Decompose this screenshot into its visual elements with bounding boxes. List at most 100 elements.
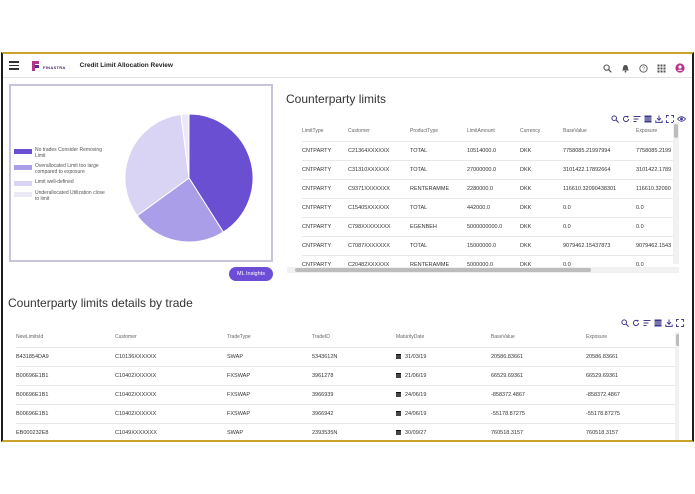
user-avatar-icon[interactable] [675,60,685,73]
pie-slice[interactable] [136,177,224,243]
column-header[interactable]: TradeID [312,334,330,341]
table-row[interactable]: CNTPARTY C20482XXXXXX RENTERAMME 5000000.0 D… [302,254,679,274]
column-header[interactable]: Customer [115,334,137,341]
legend-item[interactable]: Overallocated Limit too large compared t… [14,163,106,175]
table-cell: SWAP [227,346,312,366]
scrollbar-thumb[interactable] [676,334,679,346]
filter-icon[interactable] [643,314,651,326]
table-cell: 0.0 [563,197,636,217]
refresh-icon[interactable] [632,314,640,327]
table-cell: 21/06/19 [396,365,491,385]
vertical-scrollbar[interactable] [675,332,679,440]
table-cell: C10136XXXXXX [115,346,227,366]
scrollbar-thumb[interactable] [295,268,591,272]
column-header[interactable]: LimitAmount [467,128,495,135]
table-cell: 5343612N [312,346,396,366]
table-row[interactable]: B431854DA9 C10136XXXXXX SWAP 5343612N 31/03/… [16,346,676,366]
legend-item[interactable]: Limit well-defined [14,179,106,187]
ml-insights-button[interactable]: ML Insights [229,267,273,281]
table-cell: 15000000.0 [467,235,520,255]
column-header[interactable]: LimitType [302,128,324,135]
scrollbar-thumb[interactable] [674,124,678,138]
table-cell: 0.0 [636,197,679,217]
calendar-icon [396,429,401,435]
fullscreen-icon[interactable] [666,110,674,123]
eye-icon[interactable] [676,110,687,122]
calendar-icon [396,410,401,416]
column-header[interactable]: MaturityDate [396,334,425,341]
table-cell: 2393535N [312,422,396,440]
pie-slice[interactable] [124,113,190,217]
trade-details-table: NewLimitsId Customer TradeType TradeID M… [16,328,676,440]
legend-label: Overallocated Limit too large compared t… [35,163,99,175]
search-icon[interactable] [611,110,619,123]
table-row[interactable]: CNTPARTY C798XXXXXXXX EGENBEH 5000000000.0 D… [302,216,679,236]
search-icon[interactable] [621,314,629,327]
trade-details-table-wrapper: NewLimitsId Customer TradeType TradeID M… [9,328,679,440]
help-icon[interactable]: ? [639,60,648,73]
column-header[interactable]: Currency [520,128,541,135]
fullscreen-icon[interactable] [676,314,684,327]
logo: FINASTRA [31,60,66,72]
table-cell: 24/06/19 [396,384,491,404]
trade-details-title: Counterparty limits details by trade [8,296,193,310]
bell-icon[interactable] [621,60,630,73]
table-cell: FXSWAP [227,403,312,423]
table-cell: 20586.83661 [491,346,586,366]
table-cell: 2280000.0 [467,178,520,198]
finastra-logo-icon [32,60,39,71]
table-cell: 760518.3157 [491,422,586,440]
legend-item[interactable]: Underallocated Utilization close to limi… [14,191,106,202]
table-row[interactable]: CNTPARTY C15405XXXXXX TOTAL 442000.0 DKK 0.0 0… [302,197,679,217]
column-header[interactable]: BaseValue [491,334,515,341]
table-cell: CNTPARTY [302,216,348,236]
table-row[interactable]: CNTPARTY C21364XXXXXX TOTAL 10514000.0 DKK 77… [302,140,679,160]
table-row[interactable]: CNTPARTY C9371XXXXXXX RENTERAMME 2280000.0 D… [302,178,679,198]
table-cell: 116610.32090 [636,178,679,198]
table-cell: DKK [520,178,563,198]
table-cell: C15405XXXXXX [348,197,410,217]
table-header-row: LimitType Customer ProductType LimitAmou… [302,122,679,141]
counterparty-limits-title: Counterparty limits [286,92,387,106]
table-row[interactable]: EB000232E8 C1049XXXXXXX SWAP 2393535N 30/09/… [16,422,676,440]
column-header[interactable]: ProductType [410,128,439,135]
horizontal-scrollbar[interactable] [287,267,679,273]
vertical-scrollbar[interactable] [673,122,679,264]
legend-label: Limit well-defined [35,179,74,186]
table-cell: C21364XXXXXX [348,140,410,160]
download-icon[interactable] [655,110,663,123]
table-row[interactable]: B00696E1B1 C10402XXXXXX FXSWAP 3966939 24/06… [16,384,676,404]
column-header[interactable]: Customer [348,128,370,135]
columns-icon[interactable] [644,110,652,123]
table-row[interactable]: B00696E1B1 C10402XXXXXX FXSWAP 3961278 21/06… [16,365,676,385]
table-cell: B431854DA9 [16,346,115,366]
trades-toolbar [621,314,684,327]
columns-icon[interactable] [654,314,662,327]
filter-icon[interactable] [633,110,641,122]
legend-item[interactable]: No trades Consider Removing Limit [14,147,106,159]
table-row[interactable]: CNTPARTY C31310XXXXXX TOTAL 27000000.0 DKK 31… [302,159,679,179]
counterparty-limits-table: LimitType Customer ProductType LimitAmou… [302,122,679,274]
column-header[interactable]: NewLimitsId [16,334,44,341]
column-header[interactable]: TradeType [227,334,251,341]
cell-text: 31/03/19 [405,353,427,360]
table-cell: TOTAL [410,140,467,160]
table-row[interactable]: CNTPARTY C7087XXXXXXX TOTAL 15000000.0 DKK 90… [302,235,679,255]
column-header[interactable]: Exposure [586,334,608,341]
legend-label: Underallocated Utilization close to limi… [35,190,105,202]
calendar-icon [396,353,401,359]
table-row[interactable]: B00696E1B1 C10402XXXXXX FXSWAP 3966942 24/06… [16,403,676,423]
allocation-chart-card: No trades Consider Removing Limit Overal… [9,84,273,262]
legend-swatch [14,192,32,198]
menu-icon[interactable] [9,61,19,70]
table-cell: RENTERAMME [410,178,467,198]
pie-slice[interactable] [180,113,190,179]
column-header[interactable]: Exposure [636,128,658,135]
download-icon[interactable] [665,314,673,327]
column-header[interactable]: BaseValue [563,128,587,135]
app-title: Credit Limit Allocation Review [79,62,173,69]
refresh-icon[interactable] [622,110,630,123]
search-icon[interactable] [603,60,612,73]
table-cell: DKK [520,216,563,236]
apps-grid-icon[interactable] [657,60,666,73]
